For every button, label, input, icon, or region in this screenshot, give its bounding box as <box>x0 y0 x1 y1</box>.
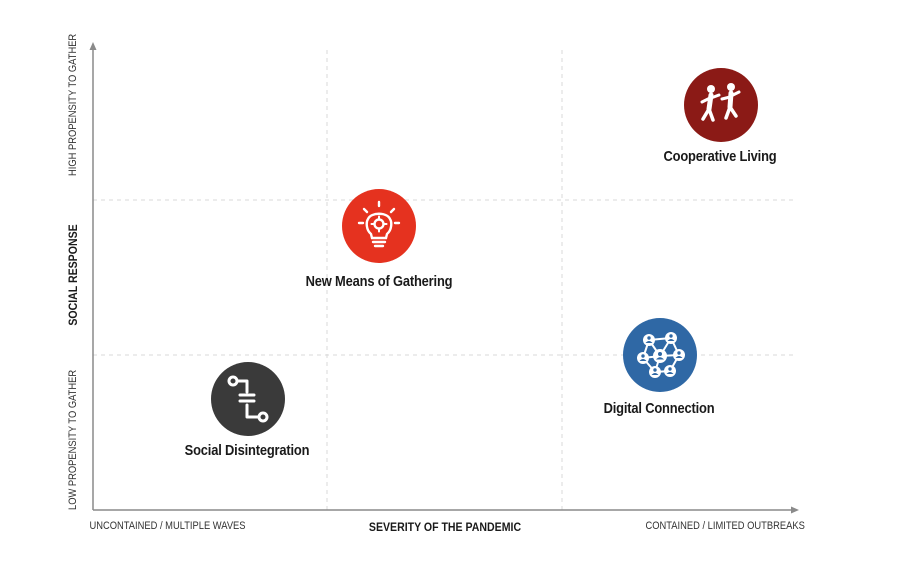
social-disintegration-icon <box>211 362 285 436</box>
split-path-icon <box>227 375 269 423</box>
new-means-of-gathering-icon <box>342 189 416 263</box>
cooperative-living-label: Cooperative Living <box>663 148 777 165</box>
network-people-icon <box>637 332 685 378</box>
x-axis-title: SEVERITY OF THE PANDEMIC <box>368 520 522 534</box>
y-axis-title: SOCIAL RESPONSE <box>66 224 80 326</box>
new-means-of-gathering-label: New Means of Gathering <box>305 273 453 290</box>
digital-connection-icon <box>623 318 697 392</box>
y-axis-arrow <box>89 42 97 50</box>
cooperative-living-icon <box>684 68 758 142</box>
x-axis-arrow <box>791 506 799 514</box>
dancing-people-icon <box>700 83 741 122</box>
y-axis-top-label: HIGH PROPENSITY TO GATHER <box>67 33 79 176</box>
lightbulb-gear-icon <box>357 200 401 248</box>
y-axis-bottom-label: LOW PROPENSITY TO GATHER <box>67 369 79 510</box>
x-axis-right-label: CONTAINED / LIMITED OUTBREAKS <box>645 520 805 532</box>
social-disintegration-label: Social Disintegration <box>184 442 310 459</box>
x-axis-left-label: UNCONTAINED / MULTIPLE WAVES <box>89 520 246 532</box>
digital-connection-label: Digital Connection <box>603 400 715 417</box>
